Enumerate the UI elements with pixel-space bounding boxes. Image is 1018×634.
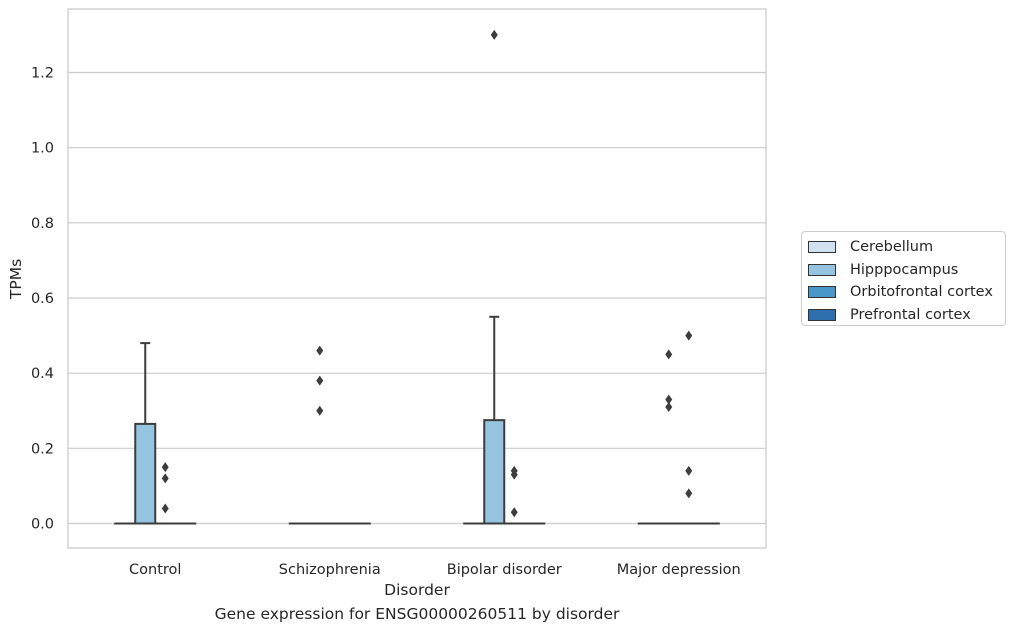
legend: Cerebellum Hipppocampus Orbitofrontal co… [801,231,1006,326]
y-tick-label: 1.2 [31,66,54,82]
legend-swatch [808,263,836,276]
x-tick-label: Bipolar disorder [447,562,562,578]
legend-label: Hipppocampus [850,261,959,278]
box [483,419,506,525]
outlier-point [161,473,169,484]
chart-caption: Gene expression for ENSG00000260511 by d… [214,605,620,623]
box [134,422,157,525]
x-axis-title: Disorder [384,581,450,599]
outlier-point [510,469,518,480]
x-tick-label: Major depression [617,562,741,578]
legend-label: Prefrontal cortex [850,307,971,324]
legend-item-orbitofrontal-cortex: Orbitofrontal cortex [808,281,1005,304]
outlier-point [685,488,693,499]
y-tick-label: 0.4 [31,366,54,382]
plot-area [68,9,766,548]
legend-label: Cerebellum [850,239,934,256]
x-tick-label: Control [129,562,181,578]
x-tick-label: Schizophrenia [279,562,381,578]
y-tick-label: 0.6 [31,291,54,307]
legend-swatch [808,286,836,299]
outlier-point [316,345,324,356]
box-1-2 [483,29,506,525]
outlier-point [316,405,324,416]
outlier-point [490,29,498,40]
y-tick-label: 0.2 [31,441,54,457]
box-series [114,29,720,525]
y-tick-labels: 0.0 0.2 0.4 0.6 0.8 1.0 1.2 [31,66,54,533]
legend-label: Orbitofrontal cortex [850,284,993,301]
legend-item-prefrontal-cortex: Prefrontal cortex [808,304,1005,327]
x-tick-labels: Control Schizophrenia Bipolar disorder Majo… [129,562,741,578]
legend-item-cerebellum: Cerebellum [808,236,1005,259]
outlier-point [665,401,673,412]
outlier-point [316,375,324,386]
outlier-point [161,462,169,473]
y-axis-title: TPMs [7,259,25,300]
outlier-point [685,465,693,476]
plot-frame [67,8,767,549]
outlier-point [665,349,673,360]
legend-item-hippocampus: Hipppocampus [808,259,1005,282]
box-2-3 [677,330,700,525]
y-tick-label: 1.0 [31,141,54,157]
outlier-point [685,330,693,341]
legend-swatch [808,241,836,254]
y-tick-label: 0.0 [31,517,54,533]
legend-swatch [808,309,836,322]
y-tick-label: 0.8 [31,216,54,232]
outlier-point [665,394,673,405]
box-1-0 [134,342,157,525]
outlier-point [161,503,169,514]
outlier-point [510,507,518,518]
